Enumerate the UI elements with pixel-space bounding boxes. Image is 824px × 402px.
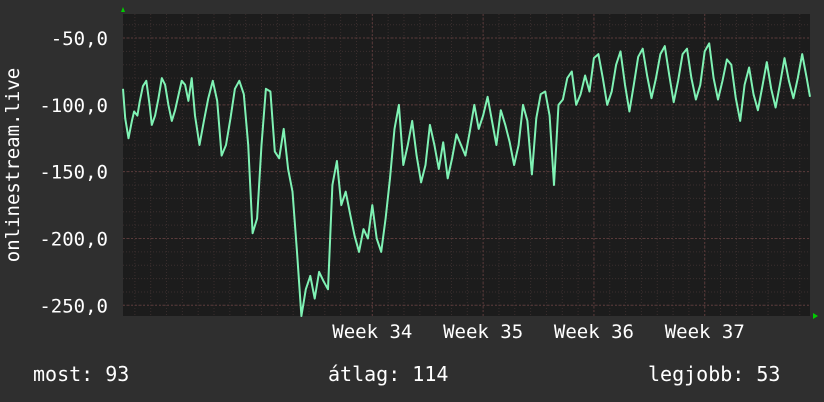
average-value: átlag: 114 <box>328 362 449 386</box>
y-tick-label: -200,0 <box>39 228 108 250</box>
x-tick-label: Week 37 <box>665 321 745 343</box>
y-axis-arrow-icon <box>121 7 125 12</box>
best-value: legjobb: 53 <box>648 362 781 386</box>
x-tick-label: Week 34 <box>332 321 412 343</box>
plot-area <box>123 14 810 316</box>
series-line <box>122 42 811 317</box>
x-tick-label: Week 35 <box>443 321 523 343</box>
y-axis-label: onlinestream.live <box>2 68 24 262</box>
major-grid <box>123 14 810 316</box>
current-value: most: 93 <box>33 362 130 386</box>
x-tick-label: Week 36 <box>554 321 634 343</box>
y-axis-ticks: -50,0 -100,0 -150,0 -200,0 -250,0 <box>39 28 108 317</box>
y-tick-label: -100,0 <box>39 95 108 117</box>
y-tick-label: -150,0 <box>39 162 108 184</box>
line-chart: -50,0-100,0-150,0-200,0-250,0 Week 34 Wee… <box>2 7 818 343</box>
x-axis-arrow-icon <box>813 313 818 319</box>
y-tick-label: -50,0 <box>51 28 108 50</box>
axis-markers <box>121 7 818 319</box>
x-axis-ticks: Week 34 Week 35 Week 36 Week 37 <box>332 321 744 343</box>
minor-grid <box>123 14 810 316</box>
y-tick-label: -250,0 <box>39 295 108 317</box>
